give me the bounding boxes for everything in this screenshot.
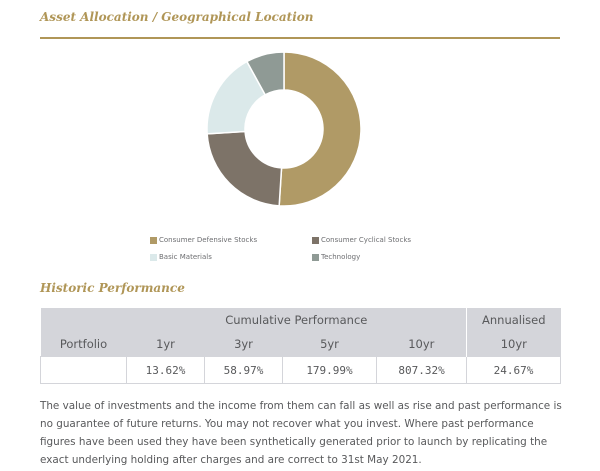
- legend-swatch: [150, 236, 157, 244]
- period-3yr-header: 3yr: [204, 332, 283, 357]
- disclaimer-text: The value of investments and the income …: [40, 400, 562, 466]
- legend-item-consumer-defensive: Consumer Defensive Stocks: [150, 236, 257, 244]
- legend-swatch: [150, 253, 157, 261]
- table-header-row: Cumulative Performance Annualised: [40, 308, 561, 332]
- period-5yr-header: 5yr: [282, 332, 377, 357]
- legend-swatch: [312, 236, 319, 244]
- cumulative-performance-header: Cumulative Performance: [126, 308, 468, 332]
- historic-performance-title: Historic Performance: [40, 281, 185, 295]
- legend-label: Technology: [321, 253, 361, 261]
- value-annualised-10yr: 24.67%: [466, 356, 562, 384]
- value-1yr: 13.62%: [126, 356, 205, 384]
- period-1yr-header: 1yr: [126, 332, 205, 357]
- value-5yr: 179.99%: [282, 356, 377, 384]
- donut-slice-consumer-cyclical-stocks: [206, 130, 283, 207]
- table-subheader-row: Portfolio 1yr 3yr 5yr 10yr 10yr: [40, 332, 561, 357]
- value-10yr: 807.32%: [375, 356, 468, 384]
- legend-item-consumer-cyclical: Consumer Cyclical Stocks: [312, 236, 411, 244]
- portfolio-header: Portfolio: [40, 332, 127, 357]
- annualised-header: Annualised: [466, 308, 561, 332]
- section-divider: [40, 37, 560, 39]
- period-10yr-header: 10yr: [376, 332, 468, 357]
- legend-label: Consumer Cyclical Stocks: [321, 236, 412, 244]
- asset-allocation-title: Asset Allocation / Geographical Location: [40, 10, 314, 24]
- table-row: 13.62% 58.97% 179.99% 807.32% 24.67%: [40, 356, 562, 384]
- legend-label: Basic Materials: [159, 253, 212, 261]
- performance-table: Cumulative Performance Annualised Portfo…: [40, 308, 562, 384]
- table-header-cell: [40, 308, 127, 332]
- donut-slice-consumer-defensive-stocks: [278, 51, 362, 207]
- legend-item-basic-materials: Basic Materials: [150, 253, 212, 261]
- legend-swatch: [312, 253, 319, 261]
- portfolio-cell: [40, 356, 127, 384]
- donut-slice-technology: [245, 51, 285, 96]
- value-3yr: 58.97%: [204, 356, 283, 384]
- allocation-donut-chart: [206, 51, 362, 207]
- legend-item-technology: Technology: [312, 253, 360, 261]
- annualised-10yr-header: 10yr: [466, 332, 561, 357]
- legend-label: Consumer Defensive Stocks: [159, 236, 258, 244]
